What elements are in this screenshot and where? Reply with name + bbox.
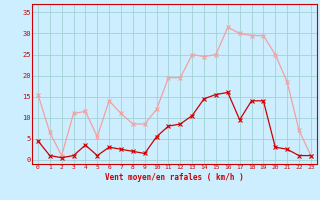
X-axis label: Vent moyen/en rafales ( km/h ): Vent moyen/en rafales ( km/h ) [105,173,244,182]
